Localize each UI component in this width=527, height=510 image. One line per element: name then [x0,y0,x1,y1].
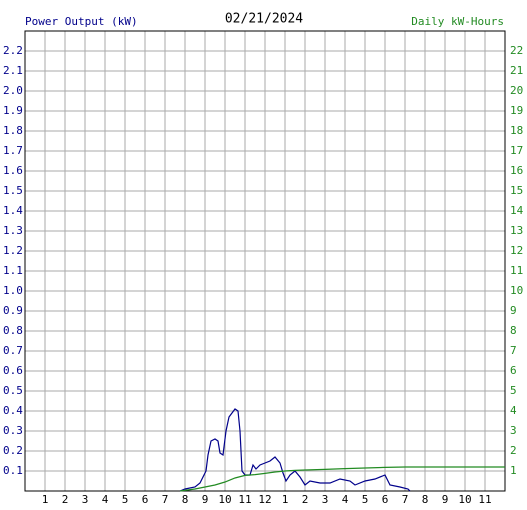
x-tick-label: 6 [382,493,389,506]
x-tick-label: 3 [322,493,329,506]
plot-border [24,30,506,492]
y-tick-label: 1.5 [3,184,23,197]
x-tick-label: 10 [458,493,471,506]
y2-tick-label: 4 [510,404,517,417]
y2-tick-label: 5 [510,384,517,397]
x-tick-label: 7 [402,493,409,506]
x-tick-label: 8 [182,493,189,506]
y2-tick-label: 6 [510,364,517,377]
x-tick-label: 12 [258,493,271,506]
y2-tick-label: 10 [510,284,523,297]
y-tick-label: 0.5 [3,384,23,397]
y-tick-label: 0.7 [3,344,23,357]
series-line [179,408,411,492]
x-tick-label: 3 [82,493,89,506]
y-tick-label: 0.9 [3,304,23,317]
x-tick-label: 1 [42,493,49,506]
chart-title: 02/21/2024 [225,12,303,27]
x-tick-label: 10 [218,493,231,506]
x-tick-label: 9 [202,493,209,506]
y2-tick-label: 22 [510,44,523,57]
x-tick-label: 8 [422,493,429,506]
x-tick-label: 4 [102,493,109,506]
x-tick-label: 4 [342,493,349,506]
y-tick-label: 1.6 [3,164,23,177]
y2-tick-label: 15 [510,184,523,197]
y-tick-label: 1.9 [3,104,23,117]
y-tick-label: 0.4 [3,404,23,417]
y-tick-label: 2.0 [3,84,23,97]
y2-tick-label: 21 [510,64,523,77]
x-tick-label: 9 [442,493,449,506]
y-tick-label: 2.1 [3,64,23,77]
y2-tick-label: 8 [510,324,517,337]
y-tick-label: 0.2 [3,444,23,457]
y-tick-label: 1.8 [3,124,23,137]
x-tick-label: 7 [162,493,169,506]
x-tick-label: 5 [122,493,129,506]
y-tick-label: 0.8 [3,324,23,337]
y2-tick-label: 3 [510,424,517,437]
x-tick-label: 6 [142,493,149,506]
y2-tick-label: 7 [510,344,517,357]
y-tick-label: 1.7 [3,144,23,157]
y2-tick-label: 17 [510,144,523,157]
series-line [179,466,505,492]
y-tick-label: 1.4 [3,204,23,217]
y2-tick-label: 9 [510,304,517,317]
y-tick-label: 1.2 [3,244,23,257]
x-tick-label: 2 [62,493,69,506]
y2-tick-label: 11 [510,264,523,277]
y2-tick-label: 13 [510,224,523,237]
y2-tick-label: 2 [510,444,517,457]
y-tick-label: 1.1 [3,264,23,277]
x-tick-label: 11 [238,493,251,506]
y2-tick-label: 16 [510,164,523,177]
y-tick-label: 0.6 [3,364,23,377]
y-axis-label: Power Output (kW) [25,15,138,28]
x-tick-label: 2 [302,493,309,506]
y2-tick-label: 20 [510,84,523,97]
y-tick-label: 1.3 [3,224,23,237]
y2-axis-label: Daily kW-Hours [411,15,504,28]
y2-tick-label: 18 [510,124,523,137]
y2-tick-label: 1 [510,464,517,477]
y-tick-label: 2.2 [3,44,23,57]
y-tick-label: 0.3 [3,424,23,437]
x-tick-label: 11 [478,493,491,506]
y2-tick-label: 14 [510,204,524,217]
y-tick-label: 0.1 [3,464,23,477]
x-tick-label: 5 [362,493,369,506]
x-tick-label: 1 [282,493,289,506]
y2-tick-label: 12 [510,244,523,257]
y2-tick-label: 19 [510,104,523,117]
y-tick-label: 1.0 [3,284,23,297]
